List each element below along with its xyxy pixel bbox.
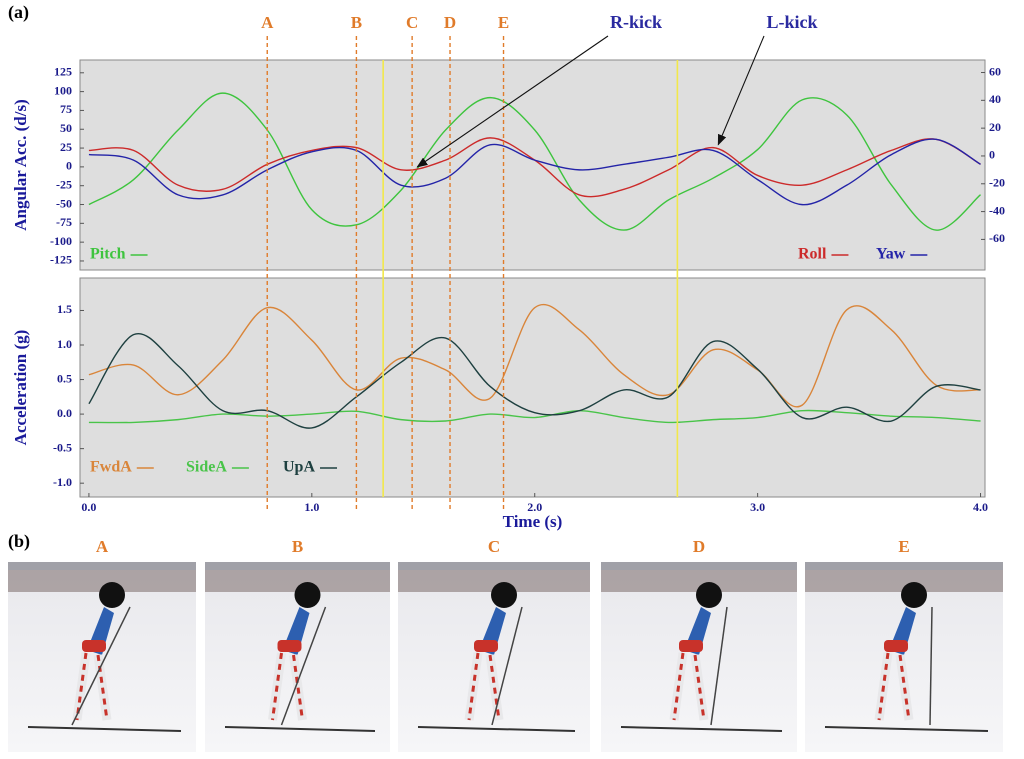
legend-label: Yaw	[876, 246, 906, 263]
skier-belt	[679, 640, 703, 652]
skier-pole	[491, 606, 523, 726]
annotation-text: L-kick	[766, 12, 817, 32]
y-tick-label: -0.5	[53, 440, 72, 454]
skier-belt	[82, 640, 106, 652]
y2-tick-label: 20	[989, 120, 1001, 134]
skier-belt	[474, 640, 498, 652]
skier-head	[696, 582, 722, 608]
skier-ski	[824, 726, 989, 732]
phase-label: C	[406, 13, 418, 32]
photo	[205, 562, 390, 752]
legend-label: Roll	[798, 246, 827, 263]
skier-pole	[710, 606, 728, 726]
legend-label: UpA	[283, 459, 315, 476]
legend-label: Pitch	[90, 246, 126, 263]
x-tick-label: 1.0	[304, 500, 319, 514]
series-line	[88, 138, 981, 206]
annotation-arrow	[717, 35, 765, 146]
plot-area	[79, 277, 986, 498]
y2-tick-label: 0	[989, 148, 995, 162]
y2-tick-label: -40	[989, 203, 1005, 217]
y-tick-label: 100	[54, 83, 72, 97]
photo-label: C	[488, 537, 500, 556]
y-tick-label: -50	[56, 196, 72, 210]
photo-sky	[805, 562, 1003, 570]
skier-head	[294, 582, 321, 608]
series-line	[88, 303, 981, 408]
y2-tick-label: -20	[989, 176, 1005, 190]
phase-label: D	[444, 13, 456, 32]
series-line	[88, 92, 982, 231]
series-line	[88, 332, 981, 429]
phase-label: E	[498, 13, 509, 32]
y-tick-label: 1.0	[57, 337, 72, 351]
y-tick-label: 0.0	[57, 406, 72, 420]
photo	[601, 562, 797, 752]
y-tick-label: -1.0	[53, 475, 72, 489]
x-tick-label: 4.0	[973, 500, 988, 514]
y-tick-label: 75	[60, 102, 72, 116]
panel-label: (b)	[8, 531, 30, 552]
skier-legs-trim	[877, 652, 911, 721]
skier-pole	[71, 606, 131, 726]
y-tick-label: -100	[50, 234, 72, 248]
skier-ski	[27, 726, 182, 732]
photo-label: D	[693, 537, 705, 556]
y2-tick-label: 60	[989, 64, 1001, 78]
photo-sky	[601, 562, 797, 570]
y-tick-label: 0.5	[57, 371, 72, 385]
legend-label: SideA	[186, 459, 227, 476]
skier-head	[99, 582, 125, 608]
skier-legs-trim	[467, 652, 501, 721]
phase-label: B	[351, 13, 362, 32]
skier-belt	[277, 640, 302, 652]
photo-sky	[205, 562, 390, 570]
skier-belt	[884, 640, 908, 652]
y-tick-label: -75	[56, 215, 72, 229]
skier-pole	[280, 606, 327, 726]
x-tick-label: 3.0	[750, 500, 765, 514]
y-tick-label: 25	[60, 140, 72, 154]
x-axis-label: Time (s)	[503, 512, 563, 531]
y-axis-label: Angular Acc. (d/s)	[11, 99, 30, 230]
x-tick-label: 0.0	[81, 500, 96, 514]
skier-legs-trim	[672, 652, 706, 721]
skier-legs-trim	[75, 652, 109, 721]
legend-label: FwdA	[90, 459, 132, 476]
y-tick-label: 125	[54, 65, 72, 79]
photo	[805, 562, 1003, 752]
skier-ski	[620, 726, 783, 732]
y-tick-label: -25	[56, 177, 72, 191]
skier-head	[901, 582, 927, 608]
y2-tick-label: -60	[989, 231, 1005, 245]
photo-label: B	[292, 537, 303, 556]
phase-label: A	[261, 13, 274, 32]
photo-sky	[8, 562, 196, 570]
x-tick-label: 2.0	[527, 500, 542, 514]
skier-legs-trim	[271, 652, 304, 721]
skier-ski	[224, 726, 376, 732]
photo-label: A	[96, 537, 109, 556]
y-tick-label: 1.5	[57, 302, 72, 316]
panel-label: (a)	[8, 2, 29, 23]
y-tick-label: 50	[60, 121, 72, 135]
series-line	[88, 409, 981, 424]
y-axis-label: Acceleration (g)	[11, 330, 30, 446]
photo	[8, 562, 196, 752]
skier-pole	[929, 606, 933, 726]
annotation-arrow	[416, 35, 609, 168]
y2-tick-label: 40	[989, 92, 1001, 106]
plot-area	[79, 59, 986, 271]
annotation-text: R-kick	[610, 12, 662, 32]
y-tick-label: 0	[66, 159, 72, 173]
skier-ski	[417, 726, 576, 732]
photo-label: E	[898, 537, 909, 556]
photo	[398, 562, 590, 752]
photo-sky	[398, 562, 590, 570]
y-tick-label: -125	[50, 253, 72, 267]
skier-head	[491, 582, 517, 608]
